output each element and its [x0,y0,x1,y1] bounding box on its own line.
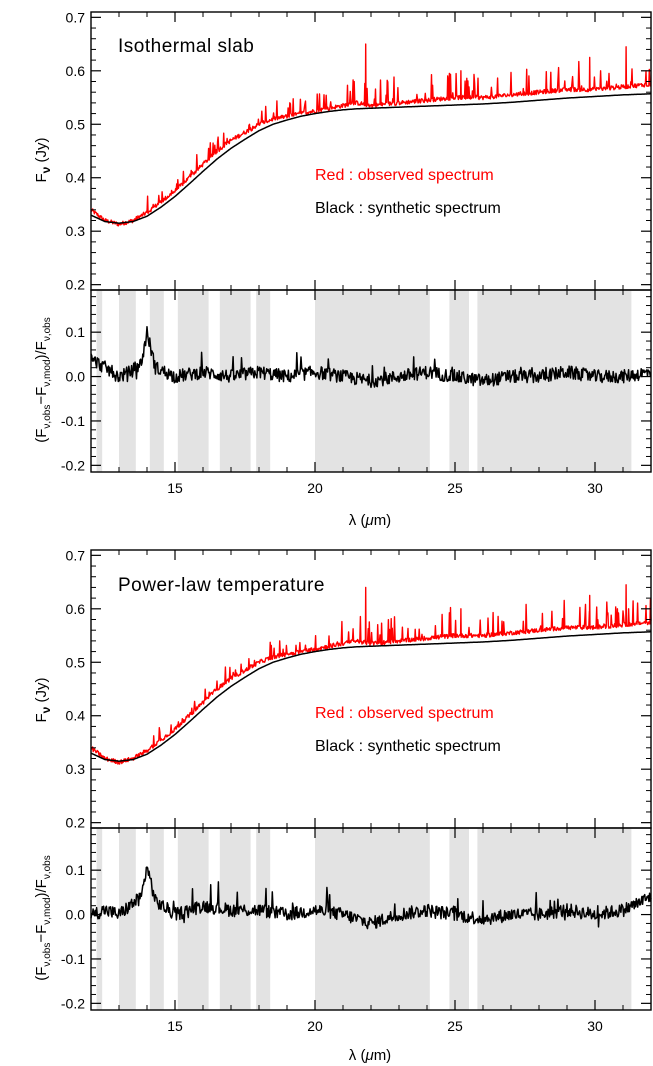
y-axis-label-residual-bottom: (Fν,obs−Fν,mod)/Fν,obs [33,855,53,980]
series-line-synthetic-spectrum [90,93,652,224]
y-tick-label: -0.1 [61,413,85,429]
y-tick-label: 0.1 [66,324,86,340]
panel-powerlaw-spectrum: 0.2 0.3 0.4 0.5 0.6 0.7 Power-law temperature… [33,547,652,831]
x-tick-label: 15 [167,1018,183,1034]
shaded-band [477,291,632,472]
legend-synthetic: Black : synthetic spectrum [315,200,501,217]
y-tick-label: 0.0 [66,369,86,385]
x-tick-label: 30 [587,1018,603,1034]
x-tick-label: 15 [167,480,183,496]
y-tick-label: 0.3 [66,761,86,777]
x-tick-label: 20 [307,1018,323,1034]
panel-isothermal-residual: -0.2 -0.1 0.0 0.1 15 20 25 30 (Fν,obs−Fν,mod)/F… [33,289,652,529]
shaded-band [219,291,251,472]
x-tick-label: 25 [447,480,463,496]
shaded-band [256,291,271,472]
panel-title-powerlaw: Power-law temperature [118,575,325,596]
y-tick-label: -0.2 [61,995,85,1011]
shaded-band [177,291,209,472]
y-axis-label-residual-top: (Fν,obs−Fν,mod)/Fν,obs [33,317,53,442]
legend-observed-2: Red : observed spectrum [315,705,494,722]
y-tick-label: 0.6 [66,63,86,79]
x-axis-label-top: λ (μm) [349,512,391,529]
shaded-band [149,291,164,472]
series-line-observed-spectrum [90,584,652,765]
y-axis-label-flux-bottom: Fν (Jy) [33,677,53,722]
y-tick-label: -0.2 [61,457,85,473]
panel-title-isothermal: Isothermal slab [118,36,254,57]
series-line-residual [90,325,652,389]
y-tick-label: 0.7 [66,547,86,563]
y-tick-label: 0.5 [66,654,86,670]
shaded-band [96,291,103,472]
shaded-band [256,829,271,1010]
shaded-band [219,829,251,1010]
shaded-band [449,829,469,1010]
y-axis-label-flux-top: Fν (Jy) [33,137,53,182]
shaded-band [315,829,430,1010]
y-tick-label: 0.4 [66,708,86,724]
panel-isothermal-spectrum: 0.2 0.3 0.4 0.5 0.6 0.7 Isothermal slab Red :… [33,9,652,293]
y-tick-label: 0.5 [66,116,86,132]
panel-powerlaw-residual: -0.2 -0.1 0.0 0.1 15 20 25 30 (Fν,obs−Fν,mod)/F… [33,827,652,1064]
y-tick-label: 0.2 [66,815,86,831]
y-tick-label: 0.3 [66,223,86,239]
x-axis-label-bottom: λ (μm) [349,1047,391,1064]
y-tick-label: 0.0 [66,907,86,923]
shaded-band [177,829,209,1010]
shaded-band [119,829,136,1010]
y-tick-label: 0.6 [66,601,86,617]
legend-observed: Red : observed spectrum [315,167,494,184]
x-tick-label: 30 [587,480,603,496]
series-line-residual [90,866,652,930]
legend-synthetic-2: Black : synthetic spectrum [315,738,501,755]
x-tick-label: 20 [307,480,323,496]
y-tick-label: 0.1 [66,862,86,878]
y-tick-label: 0.2 [66,277,86,293]
series-line-observed-spectrum [90,43,652,227]
series-line-synthetic-spectrum [90,631,652,762]
shaded-band [96,829,103,1010]
y-tick-label: -0.1 [61,951,85,967]
y-tick-label: 0.4 [66,170,86,186]
y-tick-label: 0.7 [66,9,86,25]
shaded-band [149,829,164,1010]
x-tick-label: 25 [447,1018,463,1034]
